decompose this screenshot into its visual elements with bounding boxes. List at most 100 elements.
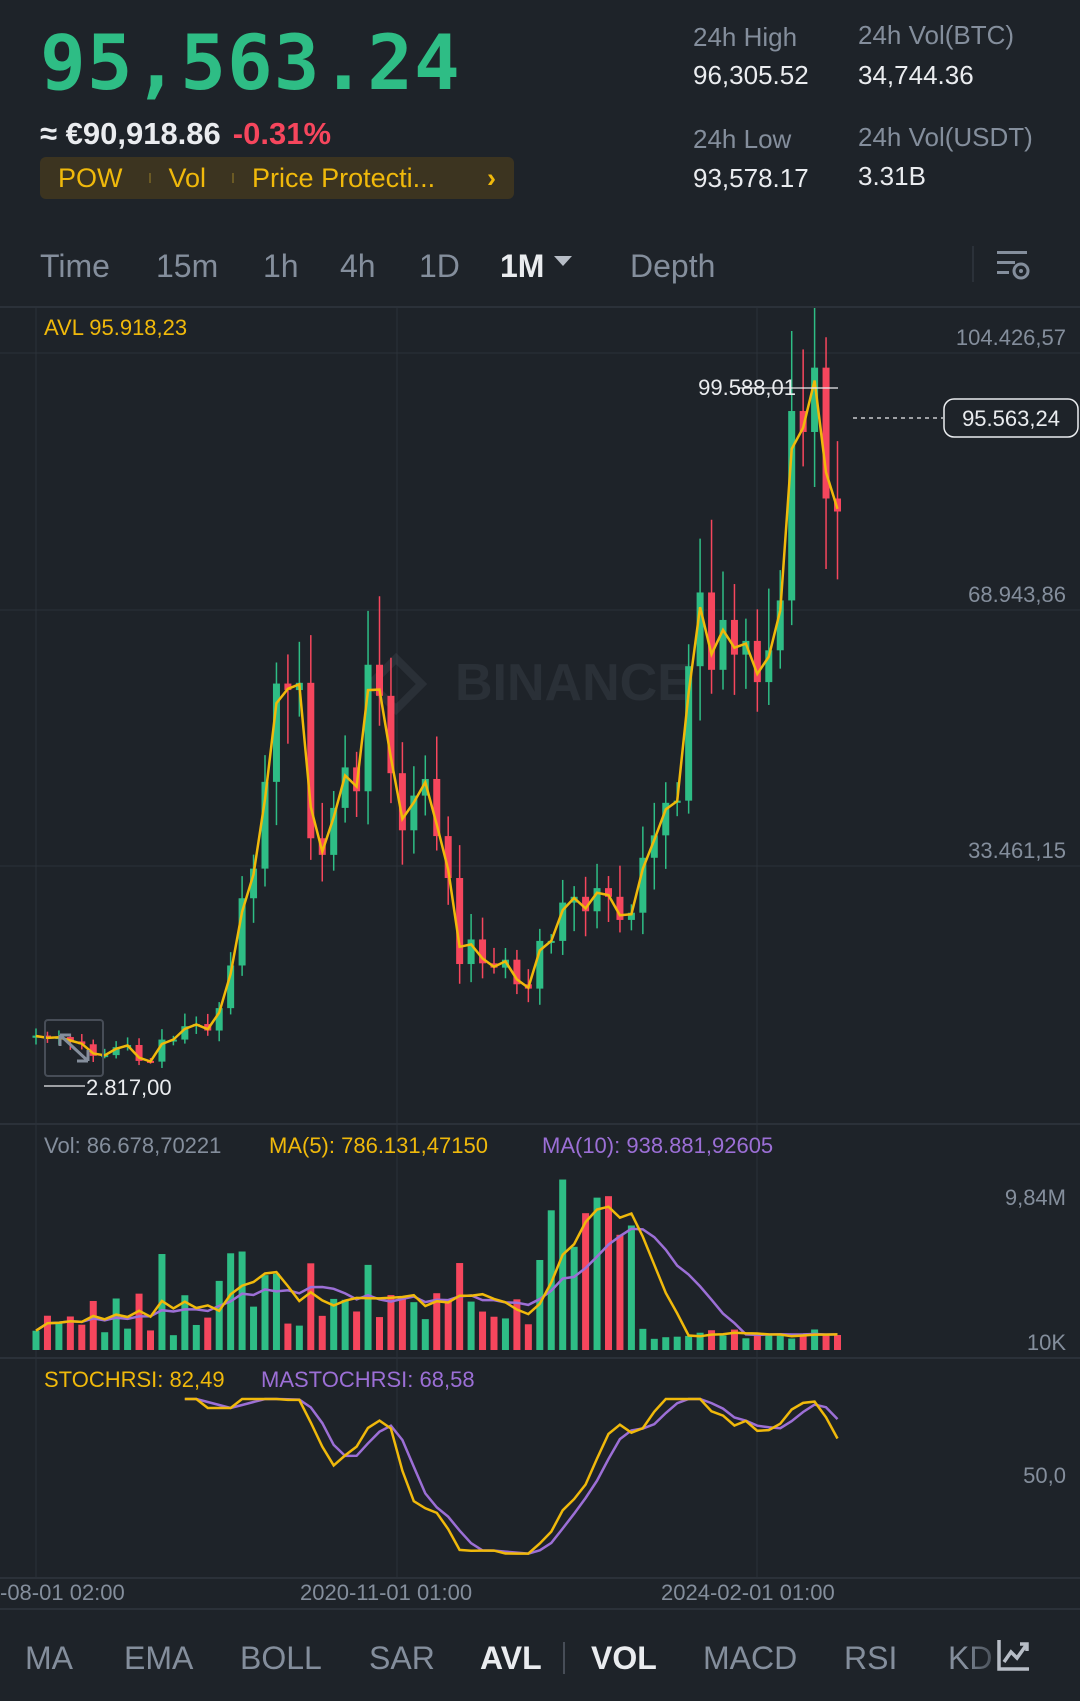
tab-4h[interactable]: 4h <box>340 248 376 284</box>
volume-bar <box>101 1332 109 1350</box>
indicator-ma[interactable]: MA <box>25 1640 73 1676</box>
volume-bar <box>696 1332 704 1350</box>
candle-body <box>227 965 235 1009</box>
candles <box>32 308 841 1068</box>
low-label: 2.817,00 <box>86 1075 172 1100</box>
y-tick-label: 104.426,57 <box>956 325 1066 350</box>
indicator-chart-icon[interactable] <box>996 1638 1032 1672</box>
price-chart[interactable]: BINANCE AVL 95.918,23 104.426,57 68.943,… <box>0 308 1080 1123</box>
volume-bar <box>650 1338 658 1350</box>
volume-bar <box>398 1296 406 1350</box>
candle-body <box>719 619 727 670</box>
volume-bar <box>318 1315 326 1350</box>
volume-bar <box>742 1338 750 1350</box>
volume-bar <box>89 1300 97 1350</box>
indicator-boll[interactable]: BOLL <box>240 1640 322 1676</box>
tab-15m[interactable]: 15m <box>156 248 219 284</box>
volume-bar <box>32 1330 40 1350</box>
stat-label: 24h Low <box>693 124 792 154</box>
separator <box>0 1577 1080 1579</box>
y-tick-label: 9,84M <box>1005 1185 1066 1210</box>
volume-bar <box>55 1321 63 1350</box>
candle-body <box>662 802 670 836</box>
volume-chart[interactable]: Vol: 86.678,70221 MA(5): 786.131,47150 M… <box>0 1125 1080 1357</box>
y-tick-label: 50,0 <box>1023 1463 1066 1488</box>
chevron-right-icon[interactable]: › <box>487 162 496 193</box>
candle-body <box>444 836 452 879</box>
chart-settings-icon[interactable] <box>995 248 1031 282</box>
volume-bar <box>135 1293 143 1350</box>
volume-bar <box>238 1251 246 1350</box>
tag-vol[interactable]: Vol <box>168 162 207 193</box>
candle-body <box>811 367 819 432</box>
time-axis-label: -08-01 02:00 <box>0 1580 125 1605</box>
indicator-rsi[interactable]: RSI <box>844 1640 898 1676</box>
volume-bar <box>834 1334 841 1350</box>
tab-1m-label: 1M <box>500 248 545 284</box>
tab-1m[interactable]: 1M <box>500 248 573 285</box>
volume-bar <box>753 1333 761 1350</box>
tag-bar[interactable]: POW Vol Price Protecti... › <box>40 157 514 199</box>
candle-body <box>650 835 658 858</box>
candle-body <box>215 1008 223 1031</box>
volume-bar <box>501 1318 509 1350</box>
candle-body <box>66 1037 74 1042</box>
tab-time[interactable]: Time <box>40 248 110 284</box>
volume-bar <box>215 1280 223 1350</box>
tab-divider <box>972 246 974 282</box>
volume-bar <box>124 1328 132 1350</box>
indicator-sar[interactable]: SAR <box>369 1640 435 1676</box>
volume-bar <box>582 1213 590 1350</box>
ma10-line <box>35 1227 838 1337</box>
indicator-ema[interactable]: EMA <box>124 1640 194 1676</box>
indicator-macd[interactable]: MACD <box>703 1640 798 1676</box>
volume-bar <box>66 1316 74 1350</box>
candle-body <box>456 878 464 965</box>
volume-bar <box>811 1329 819 1350</box>
candle-body <box>513 959 521 985</box>
tab-1h[interactable]: 1h <box>263 248 299 284</box>
volume-bar <box>376 1317 383 1350</box>
volume-bar <box>673 1336 681 1350</box>
last-price: 95,563.24 <box>40 18 461 107</box>
tag-price-protection[interactable]: Price Protecti... <box>252 162 436 193</box>
separator <box>0 306 1080 308</box>
candle-body <box>822 367 830 499</box>
volume-bar <box>513 1299 521 1350</box>
stat-label: 24h High <box>693 22 798 52</box>
change-percent: -0.31% <box>232 116 332 151</box>
volume-label: Vol: 86.678,70221 <box>44 1133 221 1158</box>
volume-bar <box>272 1273 280 1350</box>
candle-body <box>238 898 246 966</box>
tag-pow[interactable]: POW <box>58 162 123 193</box>
fiat-approx: ≈ €90,918.86 <box>40 116 221 151</box>
tab-1d[interactable]: 1D <box>419 248 460 284</box>
candle-body <box>536 940 544 989</box>
volume-bar <box>353 1311 361 1350</box>
candle-body <box>284 683 292 691</box>
volume-bar <box>181 1295 189 1350</box>
y-tick-label: 33.461,15 <box>968 838 1066 863</box>
stat-value: 93,578.17 <box>693 163 809 193</box>
volume-bar <box>719 1335 727 1350</box>
fade-overlay <box>972 1630 1080 1690</box>
chevron-down-icon <box>554 256 573 266</box>
indicator-avl[interactable]: AVL <box>480 1640 542 1676</box>
stochrsi-chart[interactable]: STOCHRSI: 82,49 MASTOCHRSI: 68,58 50,0 <box>0 1359 1080 1577</box>
candle-body <box>364 664 372 792</box>
candle-body <box>765 650 773 683</box>
volume-bars <box>32 1179 841 1350</box>
candle-body <box>250 868 258 899</box>
volume-bar <box>593 1197 601 1350</box>
ma5-line <box>35 1205 838 1338</box>
candle-body <box>559 902 567 941</box>
candle-body <box>376 664 383 696</box>
indicator-vol[interactable]: VOL <box>591 1640 657 1676</box>
volume-bar <box>284 1323 292 1350</box>
tab-depth[interactable]: Depth <box>630 248 716 284</box>
candle-body <box>616 896 624 920</box>
volume-bar <box>307 1263 315 1350</box>
price-subline: ≈ €90,918.86 -0.31% <box>40 116 331 152</box>
volume-bar <box>433 1293 441 1350</box>
candle-body <box>582 896 590 912</box>
